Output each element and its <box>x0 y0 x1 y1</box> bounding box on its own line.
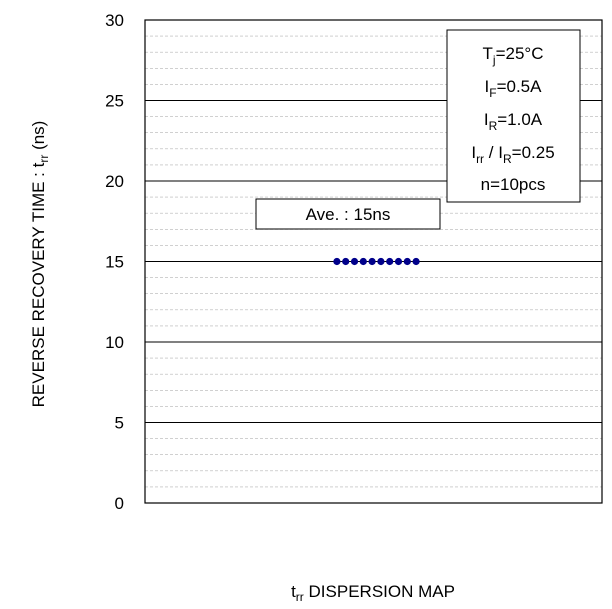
average-label: Ave. : 15ns <box>306 205 391 224</box>
y-tick-label: 25 <box>105 92 124 111</box>
data-point <box>377 257 385 266</box>
data-point <box>403 257 411 266</box>
data-point <box>350 257 359 266</box>
y-tick-label: 15 <box>105 253 124 272</box>
condition-ir: IR=1.0A <box>484 110 543 133</box>
average-box <box>255 198 441 230</box>
condition-irr-ratio: Irr / IR=0.25 <box>471 143 554 166</box>
conditions-annotation: Tj=25°C IF=0.5A IR=1.0A Irr / IR=0.25 n=… <box>446 29 581 203</box>
conditions-box <box>446 29 581 203</box>
average-annotation: Ave. : 15ns <box>255 198 441 230</box>
data-point <box>386 257 394 266</box>
data-point <box>394 257 403 266</box>
data-point <box>412 257 420 266</box>
data-points <box>333 257 420 266</box>
y-axis-title: REVERSE RECOVERY TIME : trr (ns) <box>29 121 51 408</box>
y-tick-label: 0 <box>115 494 124 513</box>
condition-n: n=10pcs <box>481 175 546 194</box>
plot-frame <box>144 19 603 504</box>
condition-if: IF=0.5A <box>485 77 543 100</box>
y-tick-label: 20 <box>105 172 124 191</box>
x-axis-title: trr DISPERSION MAP <box>291 582 455 604</box>
y-tick-label: 5 <box>115 414 124 433</box>
data-point <box>342 257 350 266</box>
y-tick-labels: 0 5 10 15 20 25 30 <box>105 11 124 513</box>
data-point <box>333 257 341 266</box>
data-point <box>368 257 376 266</box>
condition-tj: Tj=25°C <box>483 44 544 67</box>
y-tick-label: 10 <box>105 333 124 352</box>
data-point <box>359 257 367 266</box>
y-tick-label: 30 <box>105 11 124 30</box>
